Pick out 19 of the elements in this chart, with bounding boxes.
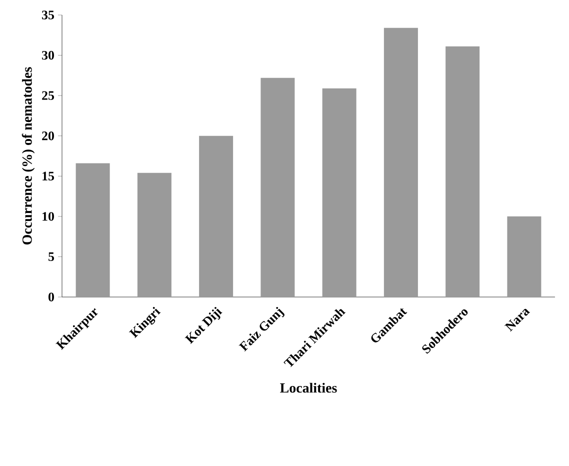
- bar: [507, 216, 542, 297]
- bar: [199, 136, 234, 297]
- y-tick-label: 15: [42, 172, 54, 180]
- y-tick-label: 25: [42, 91, 54, 100]
- bar: [322, 88, 356, 297]
- bar: [384, 28, 418, 297]
- bar: [76, 163, 110, 297]
- y-tick-label: 5: [48, 252, 54, 262]
- y-tick-label: 30: [42, 50, 54, 60]
- y-axis-title: Occurrence (%) of nematodes: [22, 67, 35, 244]
- bar: [260, 78, 295, 297]
- y-tick-label: 35: [42, 10, 54, 20]
- bar: [446, 46, 480, 297]
- y-tick-label: 10: [42, 212, 54, 221]
- y-tick-label: 0: [48, 292, 54, 302]
- x-axis-title: Localities: [280, 382, 337, 393]
- x-tick-label: Kot Diji: [184, 306, 222, 344]
- y-tick-label: 20: [42, 131, 54, 140]
- bar: [137, 172, 172, 297]
